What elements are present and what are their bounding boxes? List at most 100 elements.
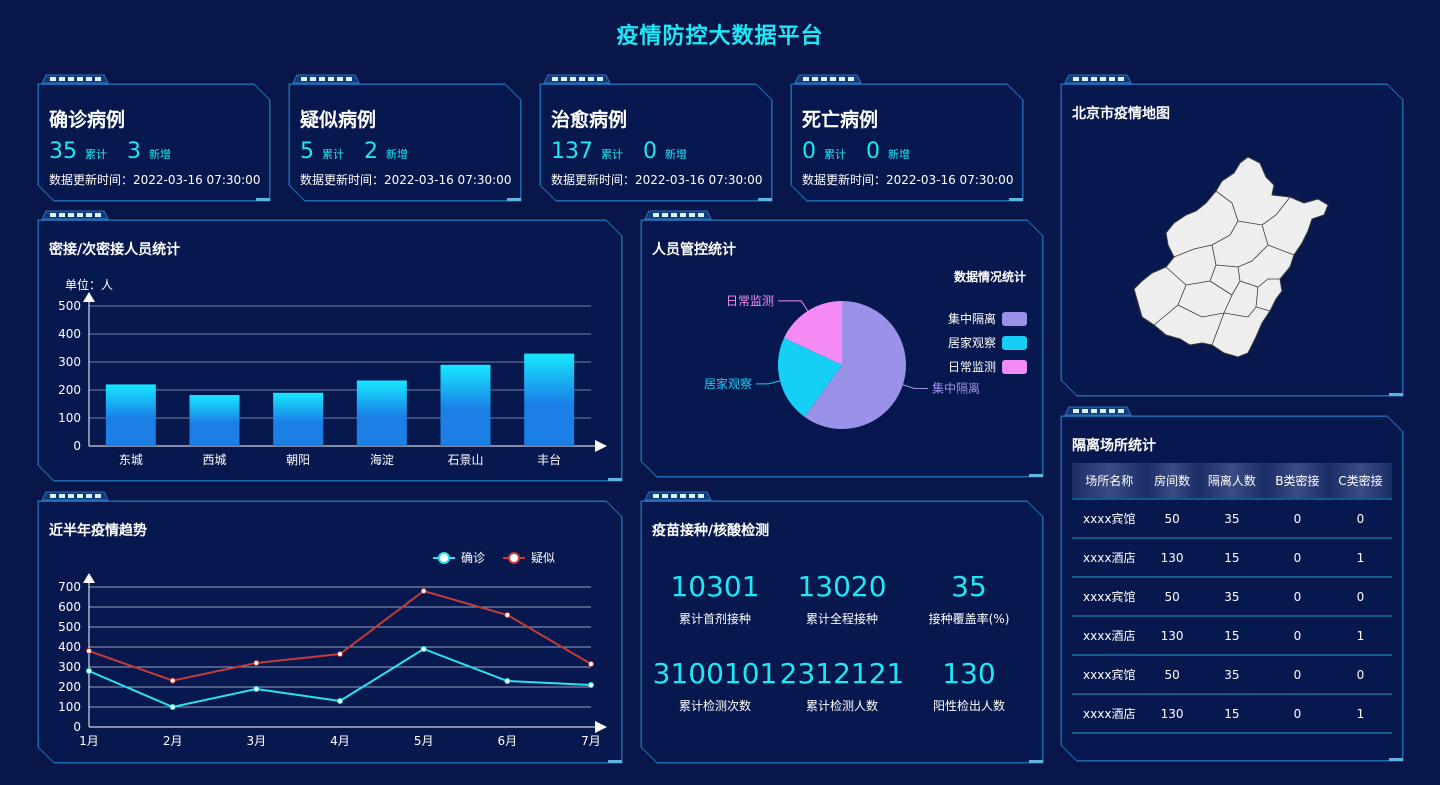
test-people-label: 累计检测人数 — [805, 699, 878, 713]
tab-marker — [41, 210, 109, 220]
data-point — [505, 679, 510, 684]
y-tick-label: 0 — [73, 720, 81, 734]
y-axis-arrow — [83, 573, 95, 583]
panel-title: 疫苗接种/核酸检测 — [652, 523, 770, 539]
x-tick-label: 4月 — [330, 734, 350, 748]
stat-new: 2 — [364, 139, 378, 164]
column-header: C类密接 — [1329, 463, 1392, 499]
tab-marker-dot — [1109, 77, 1115, 81]
control-panel: 人员管控统计 集中隔离 居家观察 日常监测 数据情况统计 集中隔离 居家观察 日常监测 — [641, 220, 1043, 477]
table-row: xxxx酒店 130 15 0 1 — [1072, 694, 1392, 733]
x-axis-arrow — [595, 721, 607, 733]
tab-marker-dot — [95, 77, 101, 81]
x-tick-label: 朝阳 — [286, 453, 310, 467]
pie-slice-label: 居家观察 — [704, 376, 752, 391]
legend-swatch — [1002, 336, 1027, 350]
table-cell: 1 — [1329, 538, 1392, 577]
legend-label: 日常监测 — [948, 360, 996, 374]
legend-title: 数据情况统计 — [954, 269, 1026, 284]
table-row: xxxx酒店 130 15 0 1 — [1072, 538, 1392, 577]
y-tick-label: 0 — [73, 439, 81, 453]
table-cell: 1 — [1329, 694, 1392, 733]
tab-marker-dot — [698, 213, 704, 217]
data-point — [421, 647, 426, 652]
table-cell: 0 — [1329, 577, 1392, 616]
stat-total: 35 — [49, 139, 77, 164]
data-point — [254, 661, 259, 666]
tab-marker-dot — [95, 494, 101, 498]
table-cell: 130 — [1147, 538, 1198, 577]
tab-marker-dot — [59, 494, 65, 498]
stat-new: 0 — [643, 139, 657, 164]
stat-title: 死亡病例 — [802, 109, 879, 131]
table-cell: 35 — [1198, 655, 1266, 694]
tab-marker-dot — [588, 77, 594, 81]
tab-marker-dot — [653, 213, 659, 217]
x-tick-label: 7月 — [581, 734, 601, 748]
bar-chart: 单位：人 0 100 200 300 400 500 东城 西城 朝阳 海淀 石景山 丰台 — [39, 221, 623, 482]
column-header: 房间数 — [1147, 463, 1198, 499]
vaccine-full-dose-label: 累计全程接种 — [805, 612, 878, 626]
tab-marker-dot — [59, 77, 65, 81]
map-district-outline — [1134, 157, 1328, 357]
tab-marker-dot — [680, 494, 686, 498]
table-cell: xxxx酒店 — [1072, 538, 1147, 577]
table-cell: 0 — [1266, 499, 1329, 538]
data-point — [87, 649, 92, 654]
legend-label: 居家观察 — [948, 335, 996, 350]
tab-marker-dot — [653, 494, 659, 498]
y-tick-label: 700 — [58, 580, 81, 594]
tab-marker-dot — [77, 213, 83, 217]
table-cell: xxxx宾馆 — [1072, 499, 1147, 538]
stat-title: 治愈病例 — [551, 109, 628, 131]
tab-marker-dot — [68, 77, 74, 81]
isolation-table: 场所名称 房间数 隔离人数 B类密接 C类密接 xxxx宾馆 50 35 0 0… — [1072, 463, 1392, 734]
stat-new: 0 — [866, 139, 880, 164]
data-point — [170, 705, 175, 710]
stat-update-time: 数据更新时间：2022-03-16 07:30:00 — [49, 173, 261, 187]
tab-marker-dot — [662, 494, 668, 498]
map-panel: 北京市疫情地图 — [1061, 84, 1403, 396]
stat-new-unit: 新增 — [149, 148, 171, 161]
table-cell: 0 — [1266, 655, 1329, 694]
tab-marker-dot — [552, 77, 558, 81]
y-tick-label: 500 — [58, 620, 81, 634]
vaccine-first-dose-label: 累计首剂接种 — [678, 612, 751, 626]
pie-label-line — [778, 301, 808, 311]
test-count-label: 累计检测次数 — [678, 699, 751, 713]
x-tick-label: 1月 — [79, 734, 99, 748]
data-point — [87, 669, 92, 674]
tab-marker-dot — [1082, 409, 1088, 413]
bar — [190, 395, 240, 446]
data-point — [589, 683, 594, 688]
line-chart: 0 100 200 300 400 500 600 700 1月 2月 3月 4月 5月 6月 7月 确诊 疑似 — [39, 502, 623, 764]
pie-label-line — [903, 385, 928, 389]
tab-marker-dot — [689, 494, 695, 498]
tab-marker-dot — [77, 494, 83, 498]
table-cell: 50 — [1147, 655, 1198, 694]
stat-update-time: 数据更新时间：2022-03-16 07:30:00 — [300, 173, 512, 187]
beijing-map[interactable] — [1062, 85, 1404, 397]
tab-marker-dot — [337, 77, 343, 81]
vaccine-first-dose-value: 10301 — [670, 570, 760, 603]
tab-marker-dot — [839, 77, 845, 81]
tab-marker-dot — [301, 77, 307, 81]
stat-total-unit: 累计 — [85, 148, 107, 161]
tab-marker-dot — [671, 494, 677, 498]
tab-marker — [1064, 406, 1132, 416]
tab-marker-dot — [570, 77, 576, 81]
x-tick-label: 2月 — [163, 734, 183, 748]
table-cell: xxxx酒店 — [1072, 616, 1147, 655]
table-cell: 0 — [1266, 577, 1329, 616]
table-cell: 35 — [1198, 577, 1266, 616]
x-tick-label: 东城 — [119, 453, 143, 467]
legend-swatch — [1002, 312, 1027, 326]
y-axis-arrow — [83, 292, 95, 302]
tab-marker-dot — [821, 77, 827, 81]
stat-new-unit: 新增 — [386, 148, 408, 161]
data-point — [589, 662, 594, 667]
legend-label: 确诊 — [461, 551, 485, 565]
tab-marker — [41, 74, 109, 84]
stat-new: 3 — [127, 139, 141, 164]
x-tick-label: 西城 — [202, 453, 226, 467]
